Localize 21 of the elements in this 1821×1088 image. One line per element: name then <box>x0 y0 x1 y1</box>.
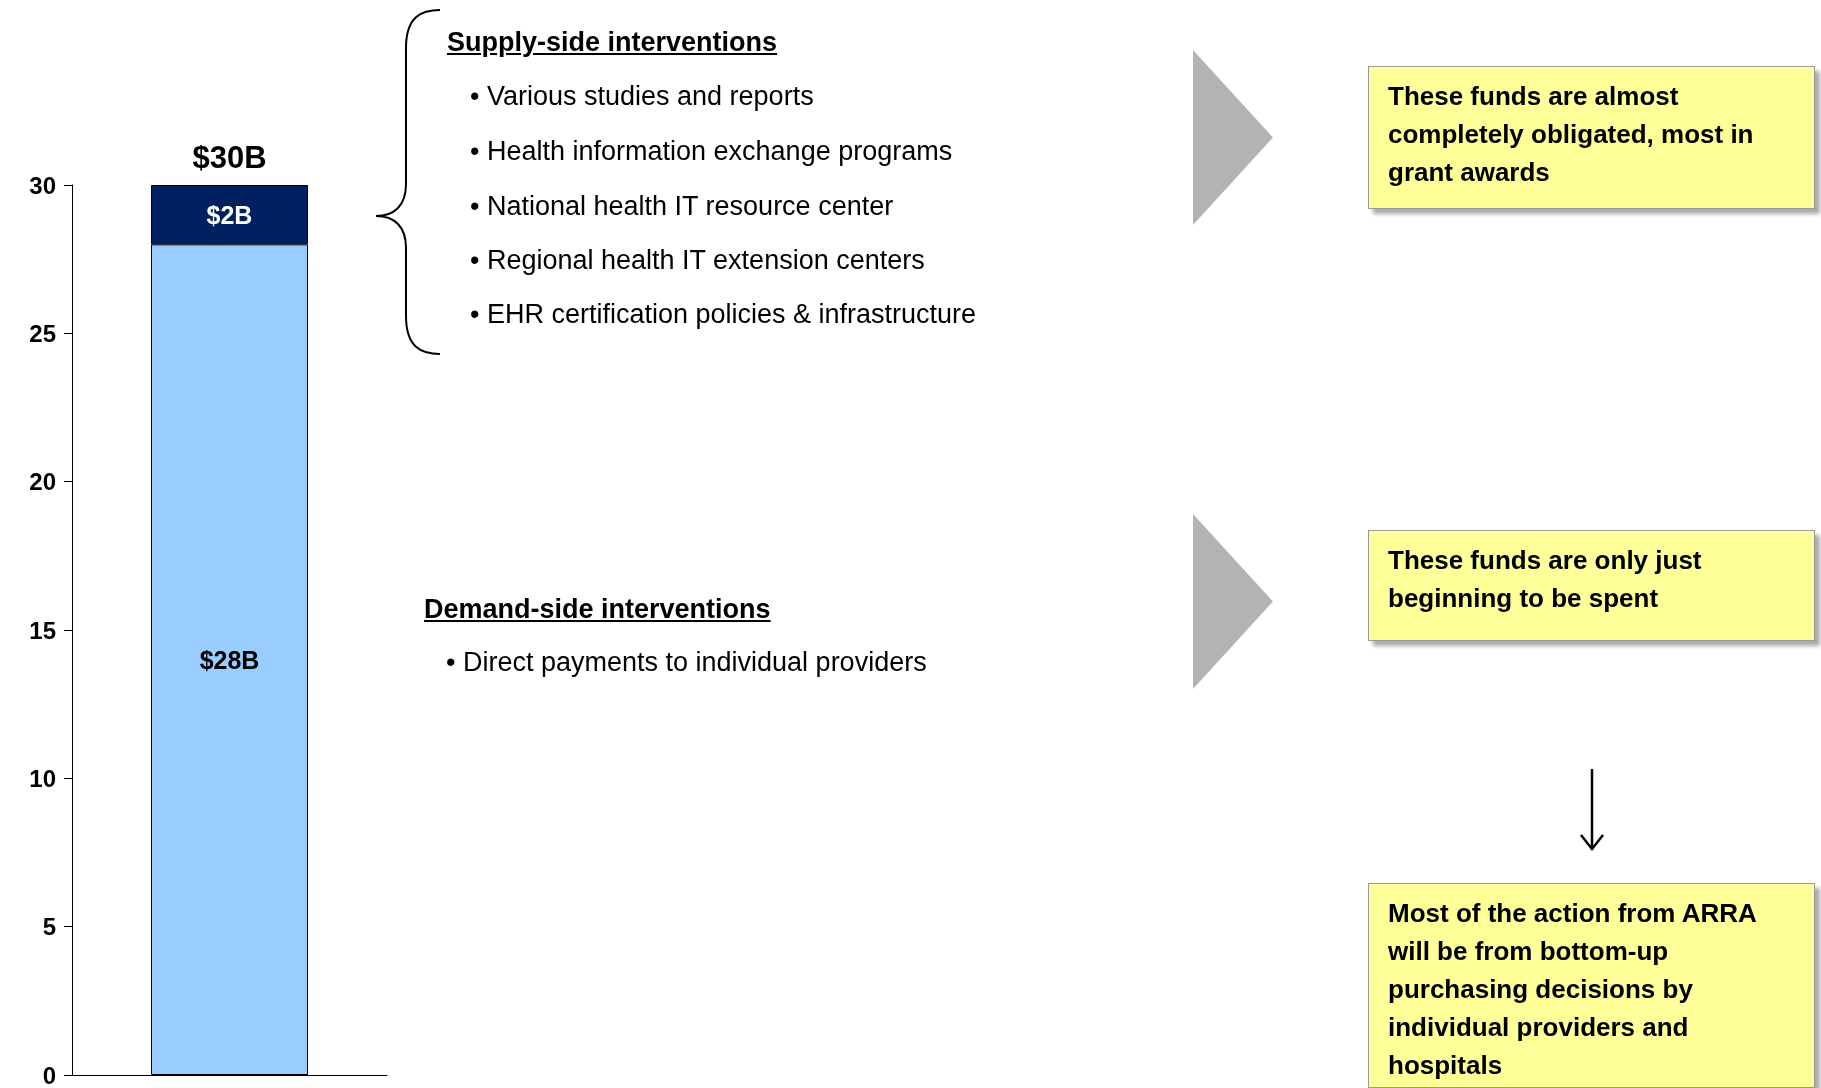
y-tick-label: 20 <box>29 468 56 496</box>
text: • National health IT resource center <box>470 190 894 222</box>
y-tick-label: 10 <box>29 764 56 792</box>
text: These funds are almost completely obligated, most in grant awards <box>1368 66 1815 209</box>
text: • EHR certification policies & infrastructure <box>470 298 977 330</box>
text: These funds are only just beginning to be spent <box>1368 530 1815 641</box>
text: Supply-side interventions <box>447 26 778 58</box>
text: • Various studies and reports <box>470 80 814 112</box>
text: • Health information exchange programs <box>470 135 953 167</box>
y-tick-label: 0 <box>42 1061 56 1088</box>
text: • Direct payments to individual providers <box>446 646 927 678</box>
text: Most of the action from ARRA will be from bottom-up purchasing decisions by individual providers and hospitals <box>1368 883 1815 1088</box>
y-tick-label: 25 <box>29 319 56 347</box>
data-label: $28B <box>199 645 260 674</box>
text: • Regional health IT extension centers <box>470 244 925 276</box>
total-label: $30B <box>192 140 267 175</box>
data-label: $2B <box>206 200 253 229</box>
y-tick-label: 5 <box>42 913 56 941</box>
text: Demand-side interventions <box>424 593 771 625</box>
y-tick-label: 15 <box>29 616 56 644</box>
y-tick-label: 30 <box>29 171 56 199</box>
